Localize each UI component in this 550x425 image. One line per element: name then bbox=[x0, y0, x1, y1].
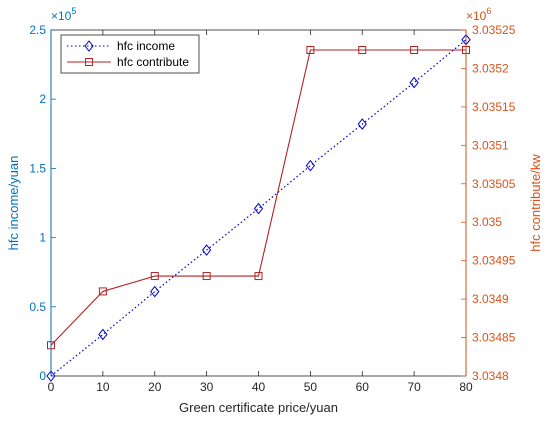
data-point-square bbox=[150, 272, 159, 281]
right-tick-label: 3.03515 bbox=[472, 100, 516, 114]
right-tick-label: 3.035 bbox=[472, 215, 502, 229]
x-tick-label: 50 bbox=[304, 380, 318, 394]
legend-item: hfc income bbox=[67, 39, 175, 53]
right-tick-label: 3.0351 bbox=[472, 138, 509, 152]
data-point-square bbox=[98, 287, 107, 296]
right-tick-label: 3.0349 bbox=[472, 292, 509, 306]
data-point-diamond bbox=[201, 244, 212, 256]
data-point-square bbox=[202, 272, 211, 281]
right-tick-label: 3.03505 bbox=[472, 177, 516, 191]
x-axis-ticks: 0 10 20 30 40 50 60 70 80 bbox=[48, 30, 473, 394]
x-tick-label: 10 bbox=[96, 380, 110, 394]
right-tick-label: 3.03525 bbox=[472, 23, 516, 37]
data-point-diamond bbox=[253, 202, 264, 215]
right-axis-label: hfc contribute/kw bbox=[528, 154, 543, 252]
legend-label: hfc income bbox=[117, 39, 175, 53]
x-tick-label: 20 bbox=[148, 380, 162, 394]
series-layer bbox=[46, 33, 471, 382]
right-axis-multiplier: ×106 bbox=[466, 6, 491, 23]
right-axis-ticks: 3.0348 3.03485 3.0349 3.03495 3.035 3.03505 3.… bbox=[461, 23, 516, 383]
x-tick-label: 30 bbox=[200, 380, 214, 394]
legend-marker bbox=[85, 58, 93, 66]
right-tick-label: 3.0348 bbox=[472, 369, 509, 383]
x-tick-label: 40 bbox=[252, 380, 266, 394]
legend-marker bbox=[84, 40, 94, 52]
left-tick-label: 1 bbox=[39, 231, 46, 245]
data-point-diamond bbox=[409, 76, 419, 89]
left-tick-label: 2.5 bbox=[29, 23, 46, 37]
left-axis-label: hfc income/yuan bbox=[6, 156, 21, 251]
data-point-diamond bbox=[46, 370, 56, 382]
left-axis-multiplier: ×105 bbox=[51, 6, 76, 23]
right-tick-label: 3.0352 bbox=[472, 61, 509, 75]
x-axis-label: Green certificate price/yuan bbox=[179, 400, 338, 415]
left-tick-label: 1.5 bbox=[29, 161, 46, 175]
left-axis-ticks: 0 0.5 1 1.5 2 2.5 bbox=[29, 23, 56, 383]
series-hfc-contribute bbox=[47, 45, 470, 350]
left-tick-label: 2 bbox=[39, 92, 46, 106]
data-point-diamond bbox=[357, 118, 367, 130]
data-point-square bbox=[306, 45, 315, 54]
data-point-square bbox=[410, 45, 419, 54]
legend-label: hfc contribute bbox=[117, 55, 189, 69]
data-point-square bbox=[254, 272, 263, 281]
data-point-square bbox=[358, 45, 367, 54]
series-line bbox=[50, 49, 466, 346]
data-point-diamond bbox=[98, 328, 108, 341]
data-point-diamond bbox=[150, 285, 160, 298]
x-tick-label: 70 bbox=[407, 380, 421, 394]
right-tick-label: 3.03495 bbox=[472, 254, 516, 268]
right-tick-label: 3.03485 bbox=[472, 331, 516, 345]
x-tick-label: 0 bbox=[48, 380, 55, 394]
left-tick-label: 0.5 bbox=[29, 300, 46, 314]
x-tick-label: 60 bbox=[356, 380, 370, 394]
series-line bbox=[50, 39, 467, 377]
legend-item: hfc contribute bbox=[67, 55, 189, 69]
left-tick-label: 0 bbox=[39, 369, 46, 383]
x-tick-label: 80 bbox=[459, 380, 473, 394]
data-point-diamond bbox=[305, 159, 316, 172]
legend: hfc income hfc contribute bbox=[60, 34, 200, 74]
